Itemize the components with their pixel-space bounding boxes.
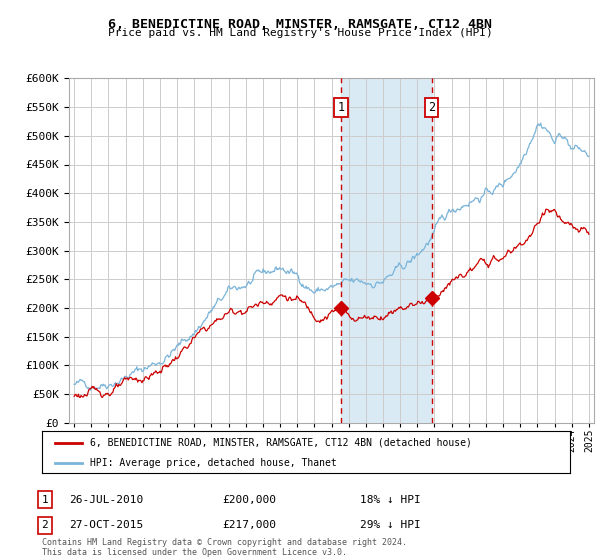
Text: 26-JUL-2010: 26-JUL-2010 <box>69 494 143 505</box>
Text: 1: 1 <box>338 101 344 114</box>
Text: £217,000: £217,000 <box>222 520 276 530</box>
Text: 18% ↓ HPI: 18% ↓ HPI <box>360 494 421 505</box>
Text: 29% ↓ HPI: 29% ↓ HPI <box>360 520 421 530</box>
Text: £200,000: £200,000 <box>222 494 276 505</box>
Text: 2: 2 <box>41 520 49 530</box>
Text: HPI: Average price, detached house, Thanet: HPI: Average price, detached house, Than… <box>89 458 336 468</box>
Text: 6, BENEDICTINE ROAD, MINSTER, RAMSGATE, CT12 4BN (detached house): 6, BENEDICTINE ROAD, MINSTER, RAMSGATE, … <box>89 438 472 448</box>
Bar <box>341 78 431 423</box>
Text: Price paid vs. HM Land Registry's House Price Index (HPI): Price paid vs. HM Land Registry's House … <box>107 28 493 38</box>
Text: Contains HM Land Registry data © Crown copyright and database right 2024.
This d: Contains HM Land Registry data © Crown c… <box>42 538 407 557</box>
Text: 1: 1 <box>41 494 49 505</box>
Text: 2: 2 <box>428 101 435 114</box>
Text: 27-OCT-2015: 27-OCT-2015 <box>69 520 143 530</box>
Text: 6, BENEDICTINE ROAD, MINSTER, RAMSGATE, CT12 4BN: 6, BENEDICTINE ROAD, MINSTER, RAMSGATE, … <box>108 18 492 31</box>
